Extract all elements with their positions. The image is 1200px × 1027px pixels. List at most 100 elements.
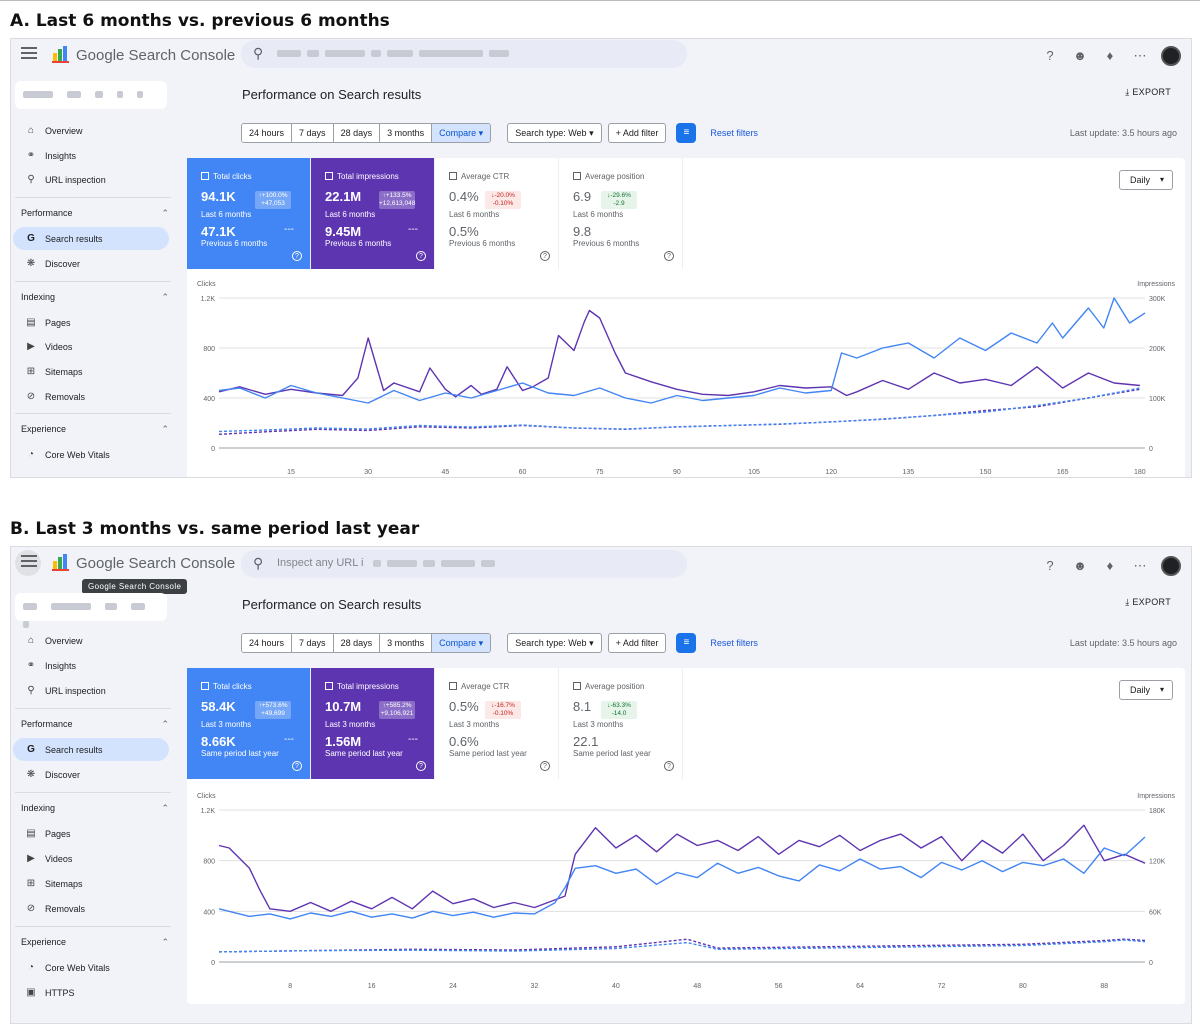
granularity-dropdown[interactable]: Daily bbox=[1119, 680, 1173, 700]
tab-7-days[interactable]: 7 days bbox=[292, 634, 334, 652]
badge-pct: ↑+573.6% bbox=[258, 702, 288, 709]
tab-24-hours[interactable]: 24 hours bbox=[242, 124, 293, 142]
tab-3-months[interactable]: 3 months bbox=[380, 634, 433, 652]
nav-removals[interactable]: ⊘ Removals bbox=[13, 385, 169, 408]
tab-compare[interactable]: Compare ▾ bbox=[432, 124, 491, 142]
nav-videos[interactable]: ▶ Videos bbox=[13, 335, 169, 358]
checkbox-icon[interactable] bbox=[449, 682, 457, 690]
card-average-position[interactable]: Average position 8.1 ↓-63.3% -14.0 Last 3… bbox=[559, 668, 683, 779]
help-icon[interactable]: ? bbox=[416, 761, 426, 771]
nav-pages[interactable]: ▤ Pages bbox=[13, 822, 169, 845]
help-icon[interactable]: ? bbox=[416, 251, 426, 261]
nav-overview[interactable]: ⌂ Overview bbox=[13, 629, 169, 652]
performance-chart: Clicks Impressions 0 0 400 60K 800 120K 1.2K 180K… bbox=[197, 793, 1176, 990]
nav-section-experience[interactable]: Experience ⌃ bbox=[21, 937, 169, 948]
export-button[interactable]: ⤓ EXPORT bbox=[1125, 597, 1171, 608]
help-icon[interactable]: ? bbox=[1046, 48, 1054, 63]
nav-discover[interactable]: ❋ Discover bbox=[13, 252, 169, 275]
nav-section-indexing[interactable]: Indexing ⌃ bbox=[21, 803, 169, 814]
checkbox-icon[interactable] bbox=[201, 682, 209, 690]
card-total-clicks[interactable]: Total clicks 58.4K ↑+573.6% +49,699 Last … bbox=[187, 668, 311, 779]
property-selector[interactable] bbox=[15, 593, 167, 629]
search-bar[interactable]: ⚲ Inspect any URL i bbox=[241, 550, 687, 578]
nav-core-web-vitals[interactable]: ◔ Core Web Vitals bbox=[13, 443, 169, 466]
nav-removals[interactable]: ⊘ Removals bbox=[13, 897, 169, 920]
search-input[interactable] bbox=[277, 47, 515, 59]
search-type-dropdown[interactable]: Search type: Web ▾ bbox=[507, 633, 602, 653]
nav-url-inspection[interactable]: ⚲ URL inspection bbox=[13, 168, 169, 191]
bell-icon[interactable]: ♦ bbox=[1106, 558, 1114, 573]
card-average-ctr[interactable]: Average CTR 0.5% ↓-16.7% -0.10% Last 3 mo… bbox=[435, 668, 559, 779]
card-total-clicks[interactable]: Total clicks 94.1K ↑+100.0% +47,053 Last … bbox=[187, 158, 311, 269]
menu-icon[interactable] bbox=[21, 47, 37, 61]
help-icon[interactable]: ? bbox=[540, 761, 550, 771]
tab-24-hours[interactable]: 24 hours bbox=[242, 634, 293, 652]
nav-search-results[interactable]: G Search results bbox=[13, 738, 169, 761]
checkbox-icon[interactable] bbox=[573, 682, 581, 690]
card-total-impressions[interactable]: Total impressions 22.1M ↑+133.5% +12,613,… bbox=[311, 158, 435, 269]
tab-28-days[interactable]: 28 days bbox=[333, 124, 381, 142]
nav-core-web-vitals[interactable]: ◔ Core Web Vitals bbox=[13, 956, 169, 979]
nav-section-indexing[interactable]: Indexing ⌃ bbox=[21, 292, 169, 303]
users-settings-icon[interactable]: ☻ bbox=[1073, 48, 1087, 63]
search-type-dropdown[interactable]: Search type: Web ▾ bbox=[507, 123, 602, 143]
apps-grid-icon[interactable]: ⋯ bbox=[1133, 558, 1147, 573]
nav-search-results[interactable]: G Search results bbox=[13, 227, 169, 250]
nav-insights[interactable]: ⚭ Insights bbox=[13, 654, 169, 677]
tab-compare[interactable]: Compare ▾ bbox=[432, 634, 491, 652]
avatar[interactable] bbox=[1161, 46, 1181, 66]
help-icon[interactable]: ? bbox=[292, 761, 302, 771]
help-icon[interactable]: ? bbox=[664, 761, 674, 771]
nav-section-performance[interactable]: Performance ⌃ bbox=[21, 719, 169, 730]
tab-3-months[interactable]: 3 months bbox=[380, 124, 433, 142]
google-g-icon: G bbox=[27, 233, 35, 244]
nav-url-inspection[interactable]: ⚲ URL inspection bbox=[13, 679, 169, 702]
add-filter-button[interactable]: + Add filter bbox=[607, 633, 667, 653]
checkbox-icon[interactable] bbox=[449, 172, 457, 180]
filter-icon[interactable]: ≡ bbox=[676, 633, 697, 653]
menu-icon[interactable] bbox=[21, 555, 37, 569]
nav-overview[interactable]: ⌂ Overview bbox=[13, 119, 169, 142]
nav-sitemaps[interactable]: ⊞ Sitemaps bbox=[13, 360, 169, 383]
nav-https[interactable]: ▣ HTTPS bbox=[13, 981, 169, 1004]
help-icon[interactable]: ? bbox=[292, 251, 302, 261]
nav-section-performance[interactable]: Performance ⌃ bbox=[21, 208, 169, 219]
tab-7-days[interactable]: 7 days bbox=[292, 124, 334, 142]
checkbox-icon[interactable] bbox=[573, 172, 581, 180]
help-icon[interactable]: ? bbox=[540, 251, 550, 261]
card-average-position[interactable]: Average position 6.9 ↓-29.6% -2.9 Last 6 … bbox=[559, 158, 683, 269]
nav-pages[interactable]: ▤ Pages bbox=[13, 311, 169, 334]
filter-icon[interactable]: ≡ bbox=[676, 123, 697, 143]
checkbox-icon[interactable] bbox=[325, 682, 333, 690]
tab-28-days[interactable]: 28 days bbox=[333, 634, 381, 652]
y-right-tick: 0 bbox=[1149, 446, 1153, 453]
card-average-ctr[interactable]: Average CTR 0.4% ↓-20.0% -0.10% Last 6 mo… bbox=[435, 158, 559, 269]
reset-filters-link[interactable]: Reset filters bbox=[710, 638, 758, 648]
card-total-impressions[interactable]: Total impressions 10.7M ↑+585.2% +9,106,9… bbox=[311, 668, 435, 779]
nav-videos[interactable]: ▶ Videos bbox=[13, 847, 169, 870]
asterisk-icon: ❋ bbox=[26, 258, 36, 269]
checkbox-icon[interactable] bbox=[201, 172, 209, 180]
users-settings-icon[interactable]: ☻ bbox=[1073, 558, 1087, 573]
series-line-0 bbox=[218, 309, 1140, 398]
help-icon[interactable]: ? bbox=[1046, 558, 1054, 573]
search-bar[interactable]: ⚲ bbox=[241, 40, 687, 68]
checkbox-icon[interactable] bbox=[325, 172, 333, 180]
reset-filters-link[interactable]: Reset filters bbox=[710, 128, 758, 138]
granularity-dropdown[interactable]: Daily bbox=[1119, 170, 1173, 190]
add-filter-button[interactable]: + Add filter bbox=[607, 123, 667, 143]
x-tick: 150 bbox=[980, 469, 992, 476]
nav-sitemaps[interactable]: ⊞ Sitemaps bbox=[13, 872, 169, 895]
page-title: Performance on Search results bbox=[242, 87, 422, 102]
export-button[interactable]: ⤓ EXPORT bbox=[1125, 87, 1171, 98]
bell-icon[interactable]: ♦ bbox=[1106, 48, 1114, 63]
help-icon[interactable]: ? bbox=[664, 251, 674, 261]
nav-insights[interactable]: ⚭ Insights bbox=[13, 144, 169, 167]
search-input[interactable]: Inspect any URL i bbox=[277, 557, 501, 569]
nav-discover[interactable]: ❋ Discover bbox=[13, 763, 169, 786]
nav-section-experience[interactable]: Experience ⌃ bbox=[21, 424, 169, 435]
section-label: Indexing bbox=[21, 803, 56, 813]
avatar[interactable] bbox=[1161, 556, 1181, 576]
property-selector[interactable] bbox=[15, 81, 167, 109]
apps-grid-icon[interactable]: ⋯ bbox=[1133, 48, 1147, 63]
